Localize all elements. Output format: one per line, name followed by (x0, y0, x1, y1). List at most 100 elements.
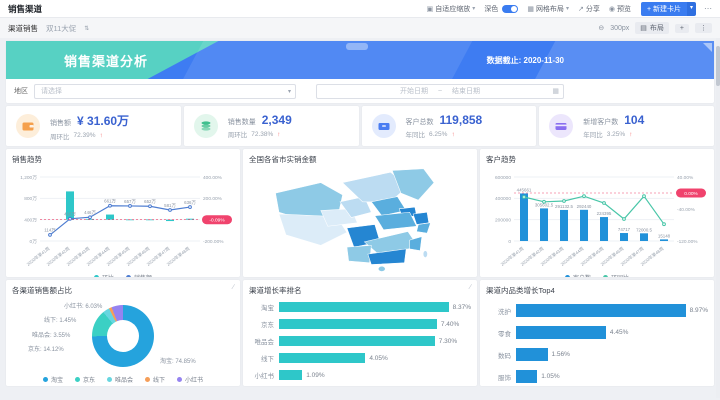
legend-dot (74, 377, 80, 382)
hbar-bar[interactable] (516, 304, 686, 317)
hbar-category-label: 京东 (261, 322, 274, 329)
kpi-card-new-customers[interactable]: 新增客户数 104 年同比 3.25% ↑ (539, 106, 714, 146)
layout-button[interactable]: ▤ 布局 (635, 22, 669, 34)
svg-text:800万: 800万 (24, 196, 37, 202)
new-card-dropdown[interactable]: ▾ (686, 1, 696, 16)
province-shape[interactable] (342, 171, 409, 203)
dark-mode-toggle[interactable] (502, 4, 519, 13)
province-shape-hainan[interactable] (378, 266, 386, 272)
page-tab-double11[interactable]: 双11大促 (46, 23, 77, 33)
legend-item[interactable]: 小红书 (177, 375, 203, 384)
hbar-bar[interactable] (279, 353, 366, 363)
share-control[interactable]: ↗ 分享 (578, 4, 600, 14)
svg-text:15148: 15148 (658, 233, 671, 238)
layout-icon: ▤ (640, 25, 647, 32)
add-button[interactable]: + (674, 23, 689, 33)
date-separator: ~ (437, 87, 443, 95)
hbar-bar[interactable] (279, 336, 435, 346)
sales-trend-chart[interactable]: 1,200万 800万 400万 0万 400.00% 200.00% -200.00% 20… (12, 167, 234, 272)
hbar-bar[interactable] (279, 302, 449, 312)
dashboard-content: 销售渠道分析 数据截止: 2020-11-30 地区 请选择 ▾ 开始日期 ~ … (0, 38, 720, 386)
hbar-row[interactable]: 京东 7.40% (249, 319, 471, 329)
hbar-row[interactable]: 淘宝 8.37% (249, 302, 471, 312)
legend-item[interactable]: 环同比 (603, 273, 629, 277)
charts-grid: 销售趋势 1,200万 800万 400万 0万 400.00% 200.00% -200.… (6, 149, 714, 386)
channel-share-donut[interactable]: 淘宝: 74.85% 京东: 14.12% 唯品会: 3.55% 线下: 1.45% 小… (12, 298, 234, 374)
scrollbar[interactable] (716, 38, 720, 398)
customer-trend-chart[interactable]: 600000 400000 200000 0 40.00% -40.00% -120.00%… (486, 167, 708, 272)
scrollbar-thumb[interactable] (716, 46, 720, 86)
zoom-out-icon[interactable]: ⊖ (598, 25, 605, 32)
kpi-label: 销售数量 (227, 119, 256, 126)
province-shape-taiwan[interactable] (422, 250, 428, 258)
legend-item[interactable]: 线下 (145, 375, 165, 384)
svg-text:445661: 445661 (517, 187, 532, 192)
growth-ranking-chart[interactable]: 淘宝 8.37% 京东 7.40% 唯品会 7.30% 线下 4.05% 小红书 1.09% (249, 302, 471, 380)
dashboard-tab[interactable]: 销售渠道 (8, 3, 43, 14)
hbar-row[interactable]: 零食 4.45% (486, 326, 708, 339)
svg-text:600000: 600000 (495, 175, 511, 181)
hbar-bar[interactable] (516, 326, 606, 339)
legend-item[interactable]: 环比 (93, 273, 114, 277)
date-start-placeholder: 开始日期 (399, 88, 428, 95)
svg-text:114万: 114万 (44, 228, 56, 234)
legend-item[interactable]: 客户数 (564, 273, 591, 277)
svg-text:-40.00%: -40.00% (677, 207, 696, 213)
hbar-bar[interactable] (279, 370, 303, 380)
svg-text:581万: 581万 (164, 203, 176, 209)
hbar-row[interactable]: 服饰 1.05% (486, 370, 708, 383)
china-map-chart[interactable] (249, 167, 471, 275)
more-actions-icon[interactable]: ⋯ (704, 4, 712, 13)
preview-control[interactable]: ◉ 预览 (609, 4, 631, 14)
new-card-button[interactable]: + 新建卡片 ▾ (640, 1, 696, 16)
province-shape[interactable] (391, 168, 435, 201)
province-shape[interactable] (416, 222, 431, 234)
svg-text:72000.5: 72000.5 (636, 227, 652, 232)
legend-dot (564, 275, 570, 277)
date-range-picker[interactable]: 开始日期 ~ 结束日期 ▦ (316, 83, 564, 99)
svg-text:-200.00%: -200.00% (203, 239, 224, 245)
swap-icon[interactable]: ⇅ (84, 25, 90, 32)
panel-channel-share: 各渠道销售额占比 ∕ 淘宝: 74.85% 京东: 14.12% 唯品会: 3.55… (6, 280, 240, 386)
province-shape[interactable] (367, 248, 407, 265)
panel-title: 销售趋势 (12, 155, 42, 164)
page-tab-channel[interactable]: 渠道销售 (8, 23, 38, 33)
legend-item[interactable]: 销售额 (126, 273, 152, 277)
kpi-card-sales-qty[interactable]: 销售数量 2,349 周环比 72.38% ↑ (183, 106, 359, 146)
kpi-card-sales-amount[interactable]: 销售额 ¥ 31.60万 周环比 72.39% ↑ (6, 106, 181, 146)
legend-item[interactable]: 淘宝 (42, 375, 63, 384)
province-shape[interactable] (409, 236, 423, 251)
province-shape[interactable] (412, 211, 430, 225)
hbar-row[interactable]: 唯品会 7.30% (249, 336, 471, 346)
category-top4-chart[interactable]: 洗护 8.97% 零食 4.45% 数码 1.56% 服饰 1.05% (486, 304, 708, 383)
svg-text:291132.5: 291132.5 (555, 204, 574, 209)
hbar-value-label: 1.05% (541, 373, 560, 380)
legend-label: 淘宝 (50, 378, 63, 384)
hbar-bar[interactable] (279, 319, 437, 329)
fit-zoom-control[interactable]: ▣ 自适应缩放 ▾ (427, 4, 476, 14)
kpi-card-customers[interactable]: 客户总数 119,858 年同比 6.25% ↑ (361, 106, 537, 146)
edit-icon[interactable]: ∕ (469, 284, 471, 291)
grid-layout-label: 网格布局 (535, 5, 564, 13)
hbar-row[interactable]: 小红书 1.09% (249, 370, 471, 380)
province-shape[interactable] (374, 212, 418, 230)
province-shape[interactable] (346, 245, 372, 264)
hbar-row[interactable]: 洗护 8.97% (486, 304, 708, 317)
hbar-row[interactable]: 线下 4.05% (249, 353, 471, 363)
zoom-level: 300px (610, 24, 630, 32)
more-vertical-icon[interactable]: ⋮ (695, 23, 712, 33)
kpi-label: 客户总数 (405, 119, 434, 126)
donut-ring[interactable] (92, 305, 154, 367)
grid-layout-control[interactable]: ▦ 网格布局 ▾ (527, 4, 569, 14)
dark-mode-control[interactable]: 深色 (484, 4, 519, 14)
legend-item[interactable]: 京东 (74, 375, 95, 384)
legend-dot (126, 275, 131, 277)
hbar-bar[interactable] (516, 370, 538, 383)
hbar-row[interactable]: 数码 1.56% (486, 348, 708, 361)
header-card: 销售渠道分析 数据截止: 2020-11-30 地区 请选择 ▾ 开始日期 ~ … (6, 41, 714, 103)
hbar-bar[interactable] (516, 348, 548, 361)
edit-icon[interactable]: ∕ (232, 284, 234, 291)
legend-item[interactable]: 唯品会 (106, 375, 133, 384)
region-select[interactable]: 请选择 ▾ (34, 83, 296, 99)
